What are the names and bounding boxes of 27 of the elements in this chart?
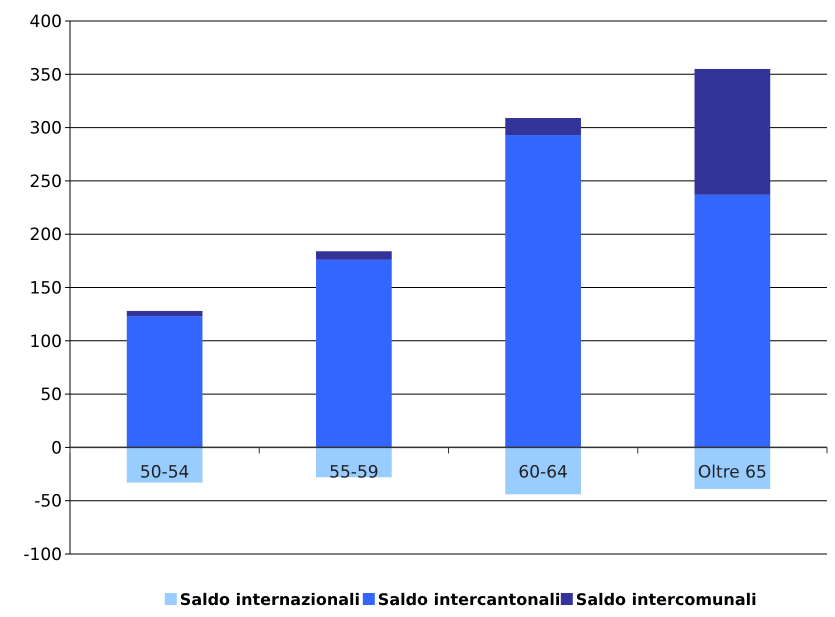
y-tick-label: -50 — [34, 492, 62, 512]
x-tick-label: 55-59 — [329, 462, 379, 482]
legend-label: Saldo intercantonali — [378, 590, 560, 609]
bar — [505, 118, 581, 136]
bar — [694, 68, 770, 195]
y-tick-label: 150 — [30, 278, 62, 298]
bar — [505, 447, 581, 494]
x-tick-label: Oltre 65 — [698, 462, 767, 482]
y-tick-label: 400 — [30, 12, 62, 32]
bar — [126, 316, 202, 448]
y-tick-label: 350 — [30, 65, 62, 86]
legend-label: Saldo internazionali — [180, 590, 360, 609]
x-tick-label: 50-54 — [140, 462, 190, 482]
y-tick-label: 50 — [40, 385, 62, 406]
bar — [316, 251, 392, 260]
y-tick-label: 100 — [30, 332, 62, 352]
y-tick-label: 0 — [51, 438, 62, 458]
bar — [316, 260, 392, 448]
bar — [126, 310, 202, 316]
x-tick-label: 60-64 — [518, 462, 568, 482]
y-tick-label: 200 — [30, 225, 62, 246]
y-tick-label: -100 — [23, 544, 62, 565]
y-tick-label: 250 — [30, 172, 62, 192]
legend-label: Saldo intercomunali — [576, 590, 757, 609]
bar — [505, 135, 581, 448]
bar — [694, 194, 770, 448]
y-tick-label: 300 — [30, 118, 62, 139]
